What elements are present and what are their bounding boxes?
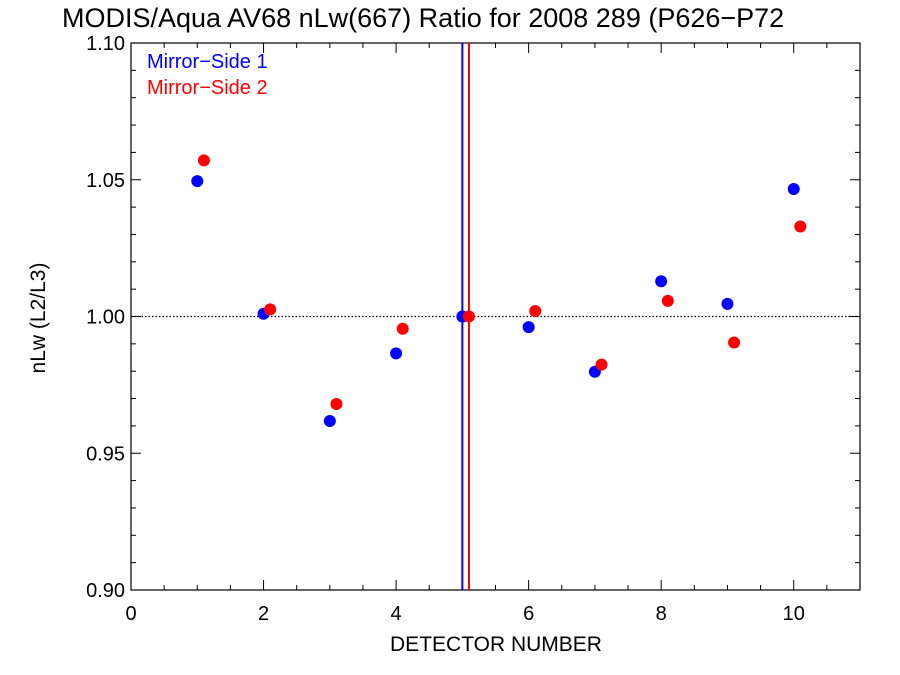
x-tick-label: 6 <box>523 603 534 625</box>
data-point-series-1 <box>522 321 535 334</box>
data-point-series-1 <box>721 297 734 310</box>
legend-entry: Mirror−Side 1 <box>147 51 268 73</box>
chart-title: MODIS/Aqua AV68 nLw(667) Ratio for 2008 … <box>62 3 784 33</box>
data-point-series-1 <box>787 183 800 196</box>
legend-entry: Mirror−Side 2 <box>147 77 268 99</box>
plot-area: 0 2 4 6 8 10 0.90 0.95 1.00 1.05 1.10 Mirror−Side 1… <box>86 33 861 625</box>
x-tick-label: 4 <box>391 603 402 625</box>
y-tick-label: 0.95 <box>86 443 125 465</box>
data-point-series-2 <box>595 358 608 371</box>
data-point-series-1 <box>191 175 204 188</box>
y-axis-label: nLw (L2/L3) <box>27 263 50 374</box>
data-point-series-1 <box>323 414 336 427</box>
x-axis-label: DETECTOR NUMBER <box>390 633 602 656</box>
x-tick-label: 0 <box>125 603 136 625</box>
data-point-series-2 <box>661 294 674 307</box>
data-point-series-2 <box>462 310 475 323</box>
y-tick-label: 0.90 <box>86 580 125 602</box>
data-point-series-2 <box>264 303 277 316</box>
data-point-series-2 <box>396 322 409 335</box>
y-tick-label: 1.05 <box>86 170 125 192</box>
data-point-series-1 <box>390 347 403 360</box>
x-tick-label: 8 <box>656 603 667 625</box>
data-point-series-2 <box>529 305 542 318</box>
x-tick-label: 2 <box>258 603 269 625</box>
data-point-series-2 <box>197 154 210 167</box>
data-point-series-2 <box>728 336 741 349</box>
y-tick-label: 1.00 <box>86 307 125 329</box>
data-point-series-1 <box>655 275 668 288</box>
data-point-series-2 <box>794 220 807 233</box>
data-point-series-2 <box>330 398 343 411</box>
x-tick-label: 10 <box>783 603 805 625</box>
y-tick-label: 1.10 <box>86 33 125 55</box>
